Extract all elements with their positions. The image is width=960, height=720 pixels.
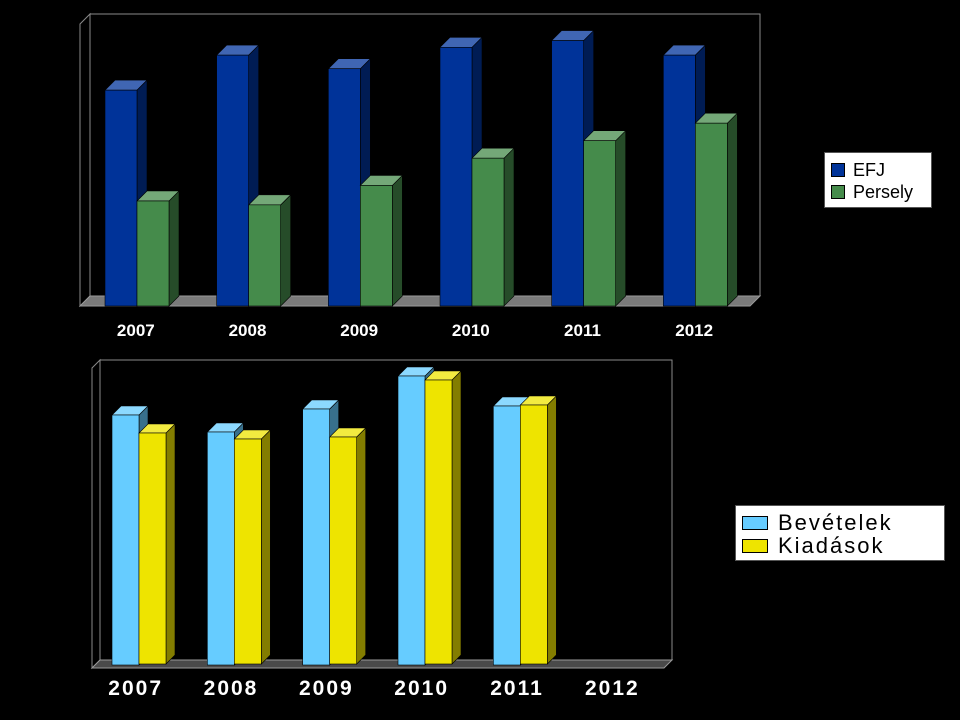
bar-2-1-2011-side xyxy=(547,395,557,665)
bar-2-1-2009-side xyxy=(356,427,366,665)
tick-label-1-2012: 2012 xyxy=(675,321,713,340)
bar-1-1-2010-front xyxy=(471,157,505,307)
chart-bevetelek-kiadasok: 2007 2008 2009 2010 2011 2012 xyxy=(90,358,674,700)
bar-1-1-2009 xyxy=(359,174,404,307)
bar-1-0-2009-front xyxy=(328,68,361,307)
legend-swatch-persely xyxy=(831,185,845,199)
bar-1-1-2008-front xyxy=(248,204,281,307)
legend-swatch-efj xyxy=(831,163,845,177)
floor xyxy=(78,295,762,307)
legend-label-efj: EFJ xyxy=(853,159,886,180)
bar-2-0-2011-front xyxy=(493,405,521,666)
bar-2-1-2007-side xyxy=(165,423,176,665)
bar-1-1-2009-side xyxy=(392,174,403,307)
legend-bottom: Bevételek Kiadások xyxy=(735,505,945,561)
back-wall xyxy=(99,359,673,661)
bar-1-0-2010-front xyxy=(439,47,473,307)
bar-1-0-2012-front xyxy=(663,54,696,307)
bar-2-1-2010 xyxy=(424,370,462,665)
bar-2-1-2009 xyxy=(328,427,367,665)
legend-swatch-bevetelek xyxy=(742,515,768,530)
bar-1-0-2007-front xyxy=(104,89,138,307)
tick-label-2-2007: 2007 xyxy=(108,677,163,700)
bar-1-0-2010 xyxy=(439,36,483,307)
bar-2-1-2008-front xyxy=(234,438,262,665)
bar-1-0-2011-front xyxy=(551,40,584,307)
bar-2-1-2007-front xyxy=(138,432,167,665)
bar-1-1-2012-side xyxy=(727,112,738,307)
bar-1-1-2010-side xyxy=(503,147,515,307)
bar-1-1-2010 xyxy=(471,147,515,307)
bar-1-1-2011-side xyxy=(615,129,626,307)
bar-2-1-2007 xyxy=(138,423,176,665)
legend-label-persely: Persely xyxy=(853,181,914,202)
bar-2-1-2011 xyxy=(519,395,558,665)
tick-label-1-2008: 2008 xyxy=(229,321,267,340)
bar-2-0-2010-front xyxy=(397,375,426,666)
bar-1-1-2012-front xyxy=(695,122,728,307)
bar-2-0-2007-front xyxy=(111,414,140,666)
bar-1-1-2007-side xyxy=(168,190,180,307)
legend-item-persely: Persely xyxy=(831,181,931,203)
bar-2-1-2009-front xyxy=(329,436,357,665)
bar-1-1-2007-front xyxy=(136,200,170,307)
floor xyxy=(90,659,674,669)
bar-2-1-2011-front xyxy=(520,404,548,665)
tick-label-2-2010: 2010 xyxy=(394,677,449,700)
bar-2-1-2008-side xyxy=(261,429,271,665)
bar-1-1-2008 xyxy=(247,194,292,307)
bar-1-1-2011-front xyxy=(583,140,616,307)
side-wall xyxy=(91,358,101,670)
tick-label-2-2008: 2008 xyxy=(204,677,259,700)
tick-label-1-2007: 2007 xyxy=(117,321,155,340)
legend-label-bevetelek: Bevételek xyxy=(778,509,893,535)
legend-top: EFJ Persely xyxy=(824,152,932,208)
tick-label-2-2011: 2011 xyxy=(490,677,544,700)
bar-1-1-2008-side xyxy=(280,194,291,307)
chart-efj-persely: 2007 2008 2009 2010 2011 2012 xyxy=(78,12,762,340)
legend-item-efj: EFJ xyxy=(831,159,931,181)
bar-1-0-2008-front xyxy=(216,54,249,307)
tick-label-1-2011: 2011 xyxy=(564,321,601,340)
bar-2-0-2009-front xyxy=(302,408,330,666)
bar-2-1-2010-side xyxy=(451,370,462,665)
tick-label-2-2012: 2012 xyxy=(585,677,640,700)
bar-2-1-2010-front xyxy=(424,379,453,665)
bar-2-1-2008 xyxy=(233,429,272,665)
side-wall xyxy=(79,12,91,308)
legend-item-bevetelek: Bevételek xyxy=(742,509,944,535)
tick-label-2-2009: 2009 xyxy=(299,677,354,700)
bar-1-1-2011 xyxy=(582,129,627,307)
bar-1-1-2007 xyxy=(136,190,180,307)
legend-item-kiadasok: Kiadások xyxy=(742,532,944,558)
bar-2-0-2008-front xyxy=(207,431,235,666)
tick-label-1-2010: 2010 xyxy=(452,321,490,340)
bar-1-1-2012 xyxy=(694,112,739,307)
legend-swatch-kiadasok xyxy=(742,538,768,553)
back-wall xyxy=(89,13,761,297)
tick-label-1-2009: 2009 xyxy=(340,321,378,340)
bar-1-1-2009-front xyxy=(360,185,393,307)
legend-label-kiadasok: Kiadások xyxy=(778,532,885,558)
